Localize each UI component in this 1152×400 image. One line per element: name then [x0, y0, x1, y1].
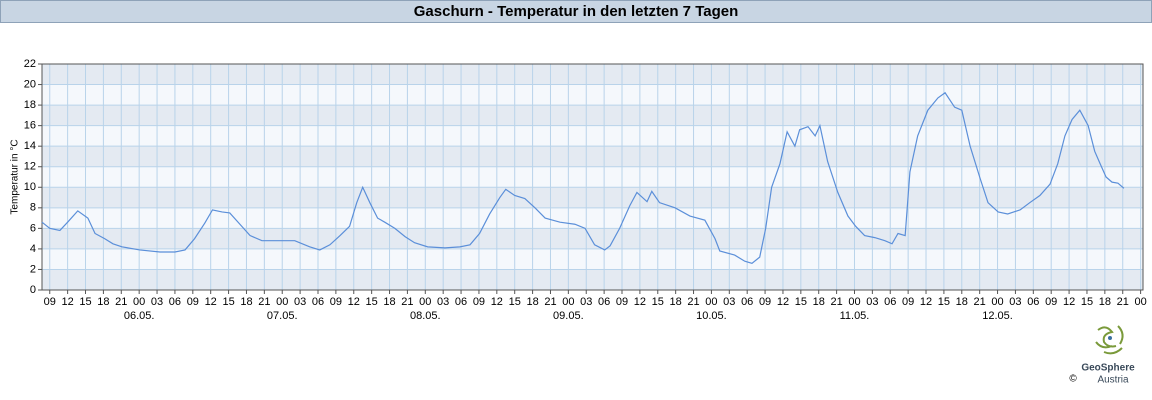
x-tick-label: 03	[437, 296, 449, 308]
plot-frame	[41, 63, 1144, 291]
x-tick-label: 18	[97, 296, 109, 308]
x-tick-label: 21	[544, 296, 556, 308]
y-tick-label: 6	[30, 222, 36, 234]
x-tick-label: 15	[509, 296, 521, 308]
x-tick-label: 21	[1117, 296, 1129, 308]
x-tick-label: 21	[401, 296, 413, 308]
x-tick-label: 21	[974, 296, 986, 308]
x-tick-label: 12	[777, 296, 789, 308]
grid-band	[42, 187, 1143, 208]
x-tick-label: 18	[240, 296, 252, 308]
copyright: ©	[1069, 374, 1077, 385]
x-tick-label: 00	[562, 296, 574, 308]
x-tick-label: 09	[44, 296, 56, 308]
x-tick-label: 15	[938, 296, 950, 308]
grid-band	[42, 269, 1143, 290]
date-label: 12.05.	[982, 310, 1013, 322]
y-tick-label: 8	[30, 202, 36, 214]
logo-sub: Austria	[1097, 375, 1129, 386]
grid-band	[42, 105, 1143, 126]
y-tick-label: 22	[24, 58, 36, 70]
x-tick-label: 09	[1045, 296, 1057, 308]
x-tick-label: 00	[276, 296, 288, 308]
x-tick-label: 00	[705, 296, 717, 308]
date-label: 09.05.	[553, 310, 584, 322]
x-tick-label: 09	[473, 296, 485, 308]
y-tick-label: 4	[30, 243, 36, 255]
grid-band	[42, 64, 1143, 85]
x-tick-label: 00	[133, 296, 145, 308]
logo-name: GeoSphere	[1081, 363, 1135, 374]
chart-title: Gaschurn - Temperatur in den letzten 7 T…	[414, 3, 739, 20]
date-label: 11.05.	[840, 310, 870, 322]
y-tick-label: 0	[30, 284, 36, 296]
x-tick-label: 18	[813, 296, 825, 308]
x-tick-label: 18	[383, 296, 395, 308]
temperature-line	[41, 91, 1125, 264]
x-tick-label: 03	[294, 296, 306, 308]
x-tick-label: 15	[1081, 296, 1093, 308]
x-tick-label: 12	[348, 296, 360, 308]
x-tick-label: 03	[580, 296, 592, 308]
x-tick-label: 06	[312, 296, 324, 308]
x-tick-label: 18	[956, 296, 968, 308]
y-tick-label: 16	[24, 120, 36, 132]
x-tick-label: 18	[1099, 296, 1111, 308]
logo-icon	[1095, 325, 1124, 355]
x-tick-label: 06	[1027, 296, 1039, 308]
x-tick-label: 15	[79, 296, 91, 308]
grid-band	[42, 146, 1143, 167]
plot-background	[42, 64, 1143, 290]
x-tick-label: 18	[670, 296, 682, 308]
x-tick-label: 03	[723, 296, 735, 308]
x-tick-label: 21	[258, 296, 270, 308]
x-tick-label: 06	[169, 296, 181, 308]
x-tick-label: 15	[795, 296, 807, 308]
logo-dot	[1108, 336, 1112, 340]
x-tick-label: 21	[830, 296, 842, 308]
x-tick-label: 12	[1063, 296, 1075, 308]
x-tick-label: 09	[616, 296, 628, 308]
y-tick-label: 10	[24, 181, 36, 193]
y-tick-label: 18	[24, 99, 36, 111]
date-label: 07.05.	[267, 310, 298, 322]
date-label: 08.05.	[410, 310, 441, 322]
logo: GeoSphere Austria ©	[1069, 325, 1135, 386]
x-tick-label: 00	[419, 296, 431, 308]
y-tick-label: 20	[24, 78, 36, 90]
date-label: 06.05.	[124, 310, 155, 322]
x-tick-label: 12	[491, 296, 503, 308]
x-tick-label: 15	[366, 296, 378, 308]
y-tick-label: 14	[24, 140, 36, 152]
x-tick-label: 12	[634, 296, 646, 308]
x-tick-label: 09	[902, 296, 914, 308]
x-tick-label: 12	[62, 296, 74, 308]
y-tick-label: 2	[30, 263, 36, 275]
x-tick-label: 21	[687, 296, 699, 308]
x-tick-label: 12	[205, 296, 217, 308]
date-label: 10.05.	[696, 310, 727, 322]
x-tick-label: 00	[1134, 296, 1146, 308]
grid-band	[42, 228, 1143, 249]
x-tick-label: 12	[920, 296, 932, 308]
x-tick-label: 09	[759, 296, 771, 308]
x-tick-label: 09	[187, 296, 199, 308]
y-tick-label: 12	[24, 161, 36, 173]
x-tick-label: 03	[866, 296, 878, 308]
x-tick-label: 15	[222, 296, 234, 308]
x-tick-label: 06	[598, 296, 610, 308]
x-tick-label: 06	[741, 296, 753, 308]
x-tick-label: 21	[115, 296, 127, 308]
x-tick-label: 15	[652, 296, 664, 308]
x-tick-label: 00	[991, 296, 1003, 308]
x-tick-label: 03	[151, 296, 163, 308]
x-tick-label: 06	[884, 296, 896, 308]
y-axis-label: Temperatur in °C	[10, 139, 21, 214]
x-tick-label: 00	[848, 296, 860, 308]
x-tick-label: 03	[1009, 296, 1021, 308]
x-tick-label: 06	[455, 296, 467, 308]
x-tick-label: 09	[330, 296, 342, 308]
x-tick-label: 18	[526, 296, 538, 308]
